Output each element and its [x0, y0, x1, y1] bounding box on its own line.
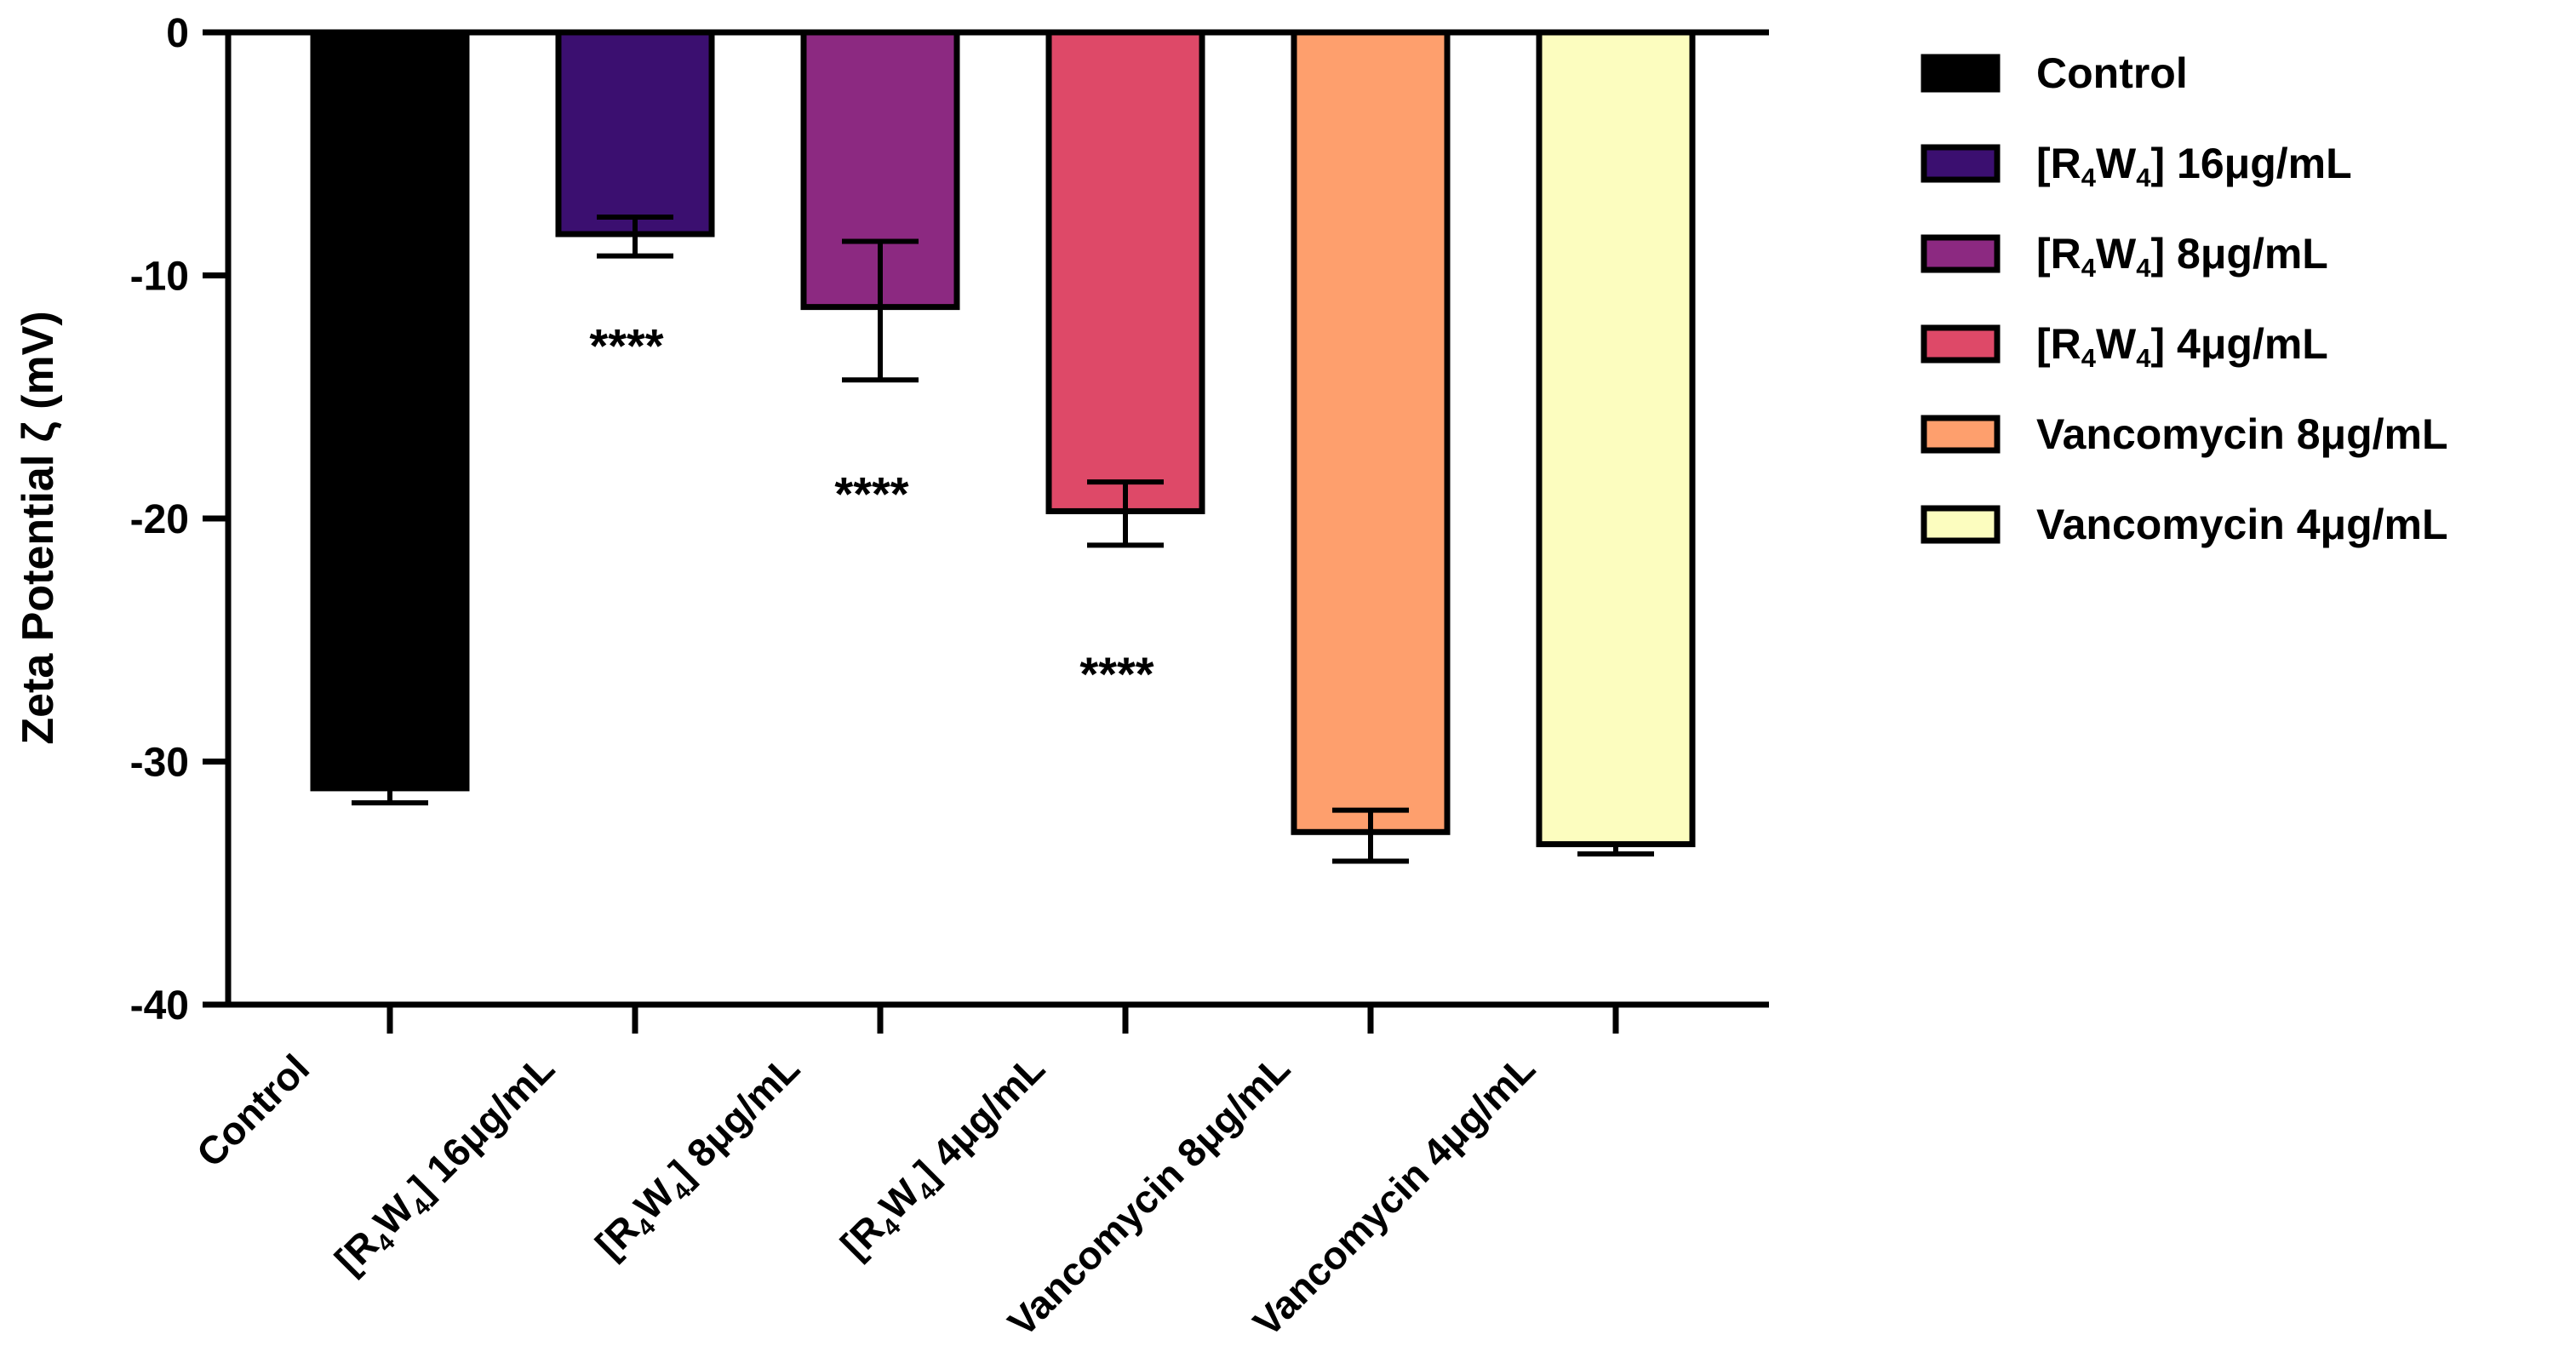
axes: 0 -10 -20 -30 -40 [130, 11, 1769, 1034]
legend[interactable]: Control[R4W4] 16μg/mL[R4W4] 8μg/mL[R4W4]… [1921, 49, 2448, 548]
y-axis-label: Zeta Potential ζ (mV) [14, 311, 63, 744]
label-part: [R [2036, 230, 2081, 278]
x-tick-label: [R4W4] 16μg/mL [326, 1045, 567, 1286]
significance-stars: **** [834, 467, 908, 521]
legend-item[interactable]: [R4W4] 4μg/mL [1921, 320, 2328, 373]
legend-swatch [1921, 415, 2001, 454]
label-part: W [626, 1171, 684, 1229]
legend-item[interactable]: Vancomycin 8μg/mL [1921, 410, 2448, 458]
legend-swatch [1921, 234, 2001, 273]
legend-swatch [1921, 505, 2001, 544]
legend-swatch [1921, 324, 2001, 364]
label-part: [R [832, 1206, 892, 1267]
significance-markers: **** **** **** [589, 318, 1153, 700]
legend-item[interactable]: Control [1921, 49, 2188, 97]
label-part: W [2096, 320, 2137, 368]
label-subscript: 4 [2136, 253, 2151, 283]
legend-item[interactable]: [R4W4] 16μg/mL [1921, 140, 2352, 192]
label-part: Control [2036, 49, 2188, 97]
label-part: [R [326, 1222, 386, 1282]
y-tick-label: -20 [130, 497, 189, 542]
bar-1 [310, 29, 470, 792]
label-part: ] 4μg/mL [2150, 320, 2327, 368]
significance-stars: **** [589, 318, 663, 372]
legend-label: Vancomycin 8μg/mL [2036, 410, 2448, 458]
y-tick-label: -40 [130, 983, 189, 1028]
legend-label: [R4W4] 16μg/mL [2036, 140, 2352, 192]
legend-label: Vancomycin 4μg/mL [2036, 501, 2448, 548]
label-part: Control [188, 1045, 318, 1175]
bar-2 [555, 29, 715, 238]
label-part: ] 16μg/mL [2150, 140, 2351, 187]
label-subscript: 4 [2136, 343, 2151, 373]
label-part: [R [2036, 320, 2081, 368]
y-tick-label: 0 [166, 11, 189, 56]
x-tick-label: [R4W4] 4μg/mL [832, 1045, 1057, 1271]
legend-label: Control [2036, 49, 2188, 97]
label-part: Vancomycin 4μg/mL [2036, 501, 2448, 548]
bar-4 [1045, 29, 1205, 514]
label-subscript: 4 [2136, 163, 2151, 192]
label-part: [R [587, 1206, 647, 1267]
x-tick-labels: Control[R4W4] 16μg/mL[R4W4] 8μg/mL[R4W4]… [188, 1045, 1543, 1344]
y-tick-label: -10 [130, 255, 189, 300]
legend-item[interactable]: [R4W4] 8μg/mL [1921, 230, 2328, 283]
label-part: ] 8μg/mL [661, 1045, 808, 1192]
label-part: W [365, 1186, 423, 1244]
error-bars [352, 214, 1654, 864]
label-part: Vancomycin 4μg/mL [1245, 1045, 1543, 1344]
legend-swatch [1921, 144, 2001, 183]
legend-swatch [1921, 54, 2001, 93]
legend-label: [R4W4] 4μg/mL [2036, 320, 2328, 373]
label-part: [R [2036, 140, 2081, 187]
label-subscript: 4 [2081, 163, 2097, 192]
x-tick-label: Vancomycin 8μg/mL [999, 1045, 1298, 1344]
significance-stars: **** [1079, 647, 1153, 701]
x-tick-label: Vancomycin 4μg/mL [1245, 1045, 1543, 1344]
legend-label: [R4W4] 8μg/mL [2036, 230, 2328, 283]
label-part: Vancomycin 8μg/mL [999, 1045, 1298, 1344]
legend-item[interactable]: Vancomycin 4μg/mL [1921, 501, 2448, 548]
y-tick-label: -30 [130, 741, 189, 786]
label-subscript: 4 [2081, 253, 2097, 283]
label-part: ] 16μg/mL [401, 1045, 563, 1207]
label-part: W [2096, 140, 2137, 187]
label-part: W [2096, 230, 2137, 278]
x-tick-label: Control [188, 1045, 318, 1175]
label-part: Vancomycin 8μg/mL [2036, 410, 2448, 458]
label-part: ] 4μg/mL [907, 1045, 1053, 1192]
bars [310, 29, 1696, 848]
label-part: W [871, 1171, 929, 1229]
bar-6 [1536, 29, 1696, 848]
bar-5 [1291, 29, 1451, 835]
label-part: ] 8μg/mL [2150, 230, 2327, 278]
x-tick-label: [R4W4] 8μg/mL [587, 1045, 812, 1271]
label-subscript: 4 [2081, 343, 2097, 373]
